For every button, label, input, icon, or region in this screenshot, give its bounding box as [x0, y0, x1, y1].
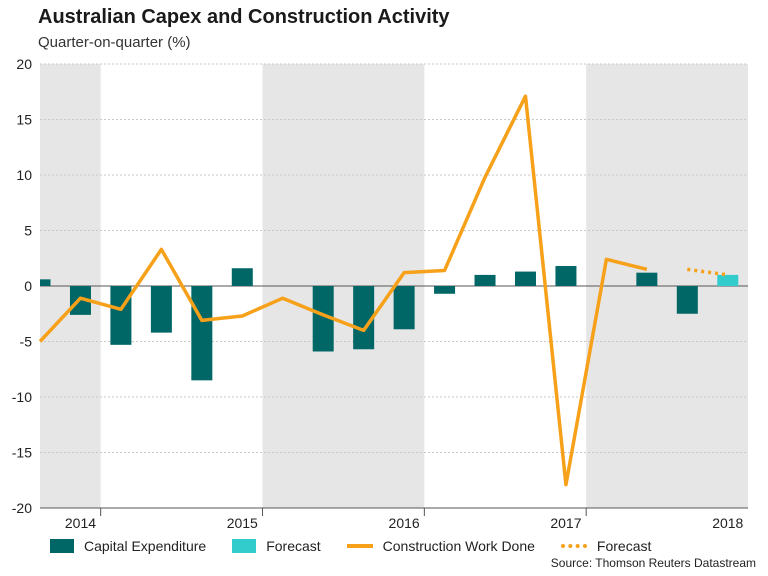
capex-bar	[676, 286, 698, 314]
year-label: 2017	[550, 515, 581, 531]
capex-forecast-bar	[717, 274, 739, 286]
y-tick-label: -15	[12, 445, 32, 461]
legend-swatch-construction-forecast	[560, 544, 587, 548]
capex-bar	[312, 286, 334, 352]
legend-label-construction-forecast: Forecast	[596, 538, 652, 554]
chart-title: Australian Capex and Construction Activi…	[38, 6, 450, 28]
y-tick-label: 20	[16, 56, 32, 72]
year-label: 2016	[389, 515, 420, 531]
y-tick-label: 0	[24, 278, 32, 294]
capex-bar	[636, 272, 658, 286]
capex-bar	[191, 286, 213, 381]
capex-bar	[231, 268, 253, 286]
legend-label-capex: Capital Expenditure	[84, 538, 207, 554]
year-label: 2018	[712, 515, 743, 531]
x-axis	[40, 507, 748, 516]
year-labels: 2014 2015 2016 2017 2018	[65, 515, 744, 531]
legend-item-capex-forecast: Forecast	[232, 538, 321, 554]
legend-item-construction: Construction Work Done	[346, 538, 535, 554]
capex-bar	[393, 286, 415, 330]
legend-label-construction: Construction Work Done	[382, 538, 535, 554]
y-tick-label: -20	[12, 500, 32, 516]
capex-bar	[434, 286, 456, 294]
legend-label-capex-forecast: Forecast	[266, 538, 321, 554]
y-tick-labels: 20 15 10 5 0 -5 -10 -15 -20	[12, 56, 32, 516]
y-tick-label: -10	[12, 389, 32, 405]
capex-bar	[353, 286, 375, 350]
legend: Capital Expenditure Forecast Constructio…	[50, 538, 677, 554]
chart-subtitle: Quarter-on-quarter (%)	[38, 34, 191, 51]
legend-swatch-construction	[346, 544, 373, 548]
y-tick-label: -5	[20, 334, 33, 350]
y-tick-label: 10	[16, 167, 32, 183]
capex-bar	[555, 266, 577, 286]
capex-bar	[150, 286, 172, 333]
year-label: 2014	[65, 515, 96, 531]
legend-swatch-capex	[50, 539, 74, 553]
source-note: Source: Thomson Reuters Datastream	[550, 556, 756, 570]
y-tick-label: 15	[16, 112, 32, 128]
legend-item-capex: Capital Expenditure	[50, 538, 206, 554]
year-label: 2015	[227, 515, 258, 531]
capex-bar	[40, 279, 51, 286]
construction-line	[38, 94, 729, 487]
construction-line-path	[38, 94, 648, 487]
legend-item-construction-forecast: Forecast	[560, 538, 652, 554]
capex-bar	[514, 271, 536, 286]
y-tick-label: 5	[24, 223, 32, 239]
legend-swatch-capex-forecast	[232, 539, 257, 553]
capex-bar	[474, 274, 496, 286]
capex-bar	[110, 286, 132, 345]
